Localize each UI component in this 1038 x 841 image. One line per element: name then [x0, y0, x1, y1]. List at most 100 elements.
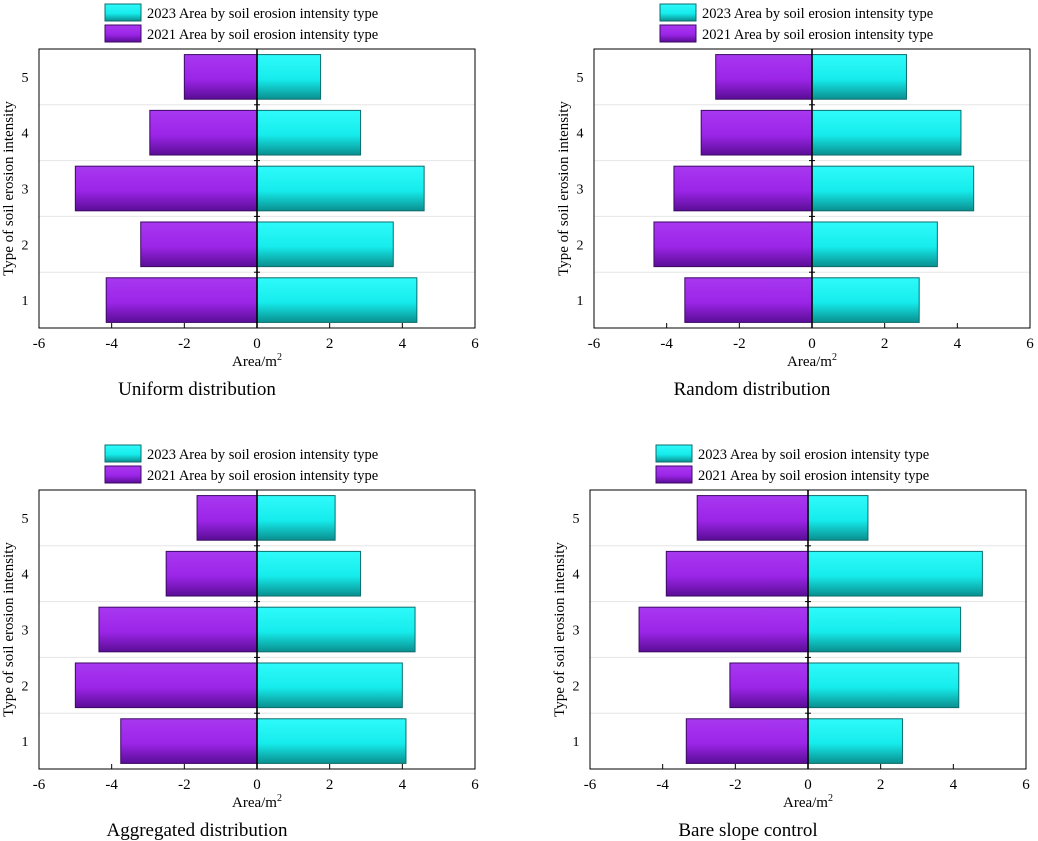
chart-title: Random distribution [674, 379, 831, 400]
bar-2021-cat-5 [696, 495, 809, 541]
x-tick-label: -6 [584, 777, 597, 793]
y-tick-label: 2 [577, 238, 584, 253]
chart-panel-1: 2023 Area by soil erosion intensity type… [1, 3, 479, 400]
bar-2023-cat-5 [807, 495, 869, 541]
x-tick-label: 4 [399, 336, 407, 352]
bar-2023-cat-5 [256, 54, 322, 100]
bar-2021-cat-1 [685, 718, 809, 764]
x-tick-label: -4 [105, 336, 118, 352]
legend-swatch-2021 [104, 465, 142, 484]
x-tick-label: 6 [471, 777, 479, 793]
y-axis-label: Type of soil erosion intensity [1, 101, 17, 276]
x-tick-label: 0 [253, 336, 261, 352]
x-tick-label: -6 [588, 336, 601, 352]
legend-label-2023: 2023 Area by soil erosion intensity type [147, 447, 378, 463]
bar-2023-cat-1 [256, 718, 407, 764]
y-tick-label: 3 [577, 183, 584, 198]
legend-swatch-2023 [104, 444, 142, 463]
legend-swatch-2023 [104, 3, 142, 22]
bar-2023-cat-4 [811, 109, 962, 156]
bar-2023-cat-2 [256, 221, 394, 268]
x-tick-label: 2 [326, 777, 334, 793]
legend-label-2023: 2023 Area by soil erosion intensity type [698, 447, 929, 463]
bar-2023-cat-2 [807, 662, 960, 709]
y-tick-label: 2 [22, 679, 29, 694]
bar-2021-cat-4 [700, 109, 813, 156]
x-tick-label: 2 [881, 336, 889, 352]
x-axis-label: Area/m2 [232, 352, 282, 370]
x-tick-label: -2 [178, 336, 191, 352]
x-tick-label: 4 [954, 336, 962, 352]
x-tick-label: -6 [33, 777, 46, 793]
bar-2021-cat-2 [140, 221, 258, 268]
x-tick-label: -4 [656, 777, 669, 793]
bar-2023-cat-4 [807, 550, 983, 597]
bar-2023-cat-2 [811, 221, 938, 268]
y-tick-label: 2 [573, 679, 580, 694]
x-tick-label: 0 [808, 336, 816, 352]
chart-title: Bare slope control [678, 820, 817, 841]
bar-2023-cat-2 [256, 662, 403, 709]
chart-title: Aggregated distribution [107, 820, 288, 841]
bar-2023-cat-5 [811, 54, 907, 100]
bar-2023-cat-3 [256, 165, 425, 212]
legend-swatch-2021 [655, 465, 693, 484]
x-tick-label: 6 [1022, 777, 1030, 793]
chart-panel-2: 2023 Area by soil erosion intensity type… [556, 3, 1034, 400]
y-tick-label: 3 [573, 624, 580, 639]
x-axis-label: Area/m2 [787, 352, 837, 370]
y-tick-label: 5 [22, 71, 29, 86]
y-tick-label: 4 [22, 127, 29, 142]
x-tick-label: -4 [105, 777, 118, 793]
y-tick-label: 1 [577, 294, 584, 309]
y-tick-label: 5 [573, 512, 580, 527]
bar-2021-cat-5 [196, 495, 258, 541]
bar-2021-cat-3 [638, 606, 809, 653]
y-tick-label: 4 [577, 127, 584, 142]
bar-2023-cat-1 [807, 718, 903, 764]
chart-panel-3: 2023 Area by soil erosion intensity type… [1, 444, 479, 841]
bar-2021-cat-2 [74, 662, 258, 709]
bar-2021-cat-3 [673, 165, 813, 212]
bar-2023-cat-4 [256, 109, 362, 156]
legend-label-2021: 2021 Area by soil erosion intensity type [702, 27, 933, 43]
x-tick-label: 4 [399, 777, 407, 793]
x-tick-label: 2 [326, 336, 334, 352]
bar-2021-cat-5 [183, 54, 258, 100]
y-tick-label: 1 [22, 294, 29, 309]
x-tick-label: 6 [1026, 336, 1034, 352]
x-tick-label: 4 [950, 777, 958, 793]
bar-2023-cat-3 [811, 165, 975, 212]
y-tick-label: 3 [22, 624, 29, 639]
x-tick-label: 2 [877, 777, 885, 793]
y-tick-label: 2 [22, 238, 29, 253]
bar-2023-cat-4 [256, 550, 362, 597]
x-tick-label: -6 [33, 336, 46, 352]
legend-label-2023: 2023 Area by soil erosion intensity type [147, 6, 378, 22]
x-tick-label: -4 [660, 336, 673, 352]
x-tick-label: -2 [178, 777, 191, 793]
legend-swatch-2023 [659, 3, 697, 22]
legend-swatch-2023 [655, 444, 693, 463]
bar-2021-cat-4 [665, 550, 809, 597]
bar-2021-cat-4 [149, 109, 258, 156]
bar-2023-cat-1 [256, 277, 418, 323]
bar-2023-cat-3 [256, 606, 416, 653]
x-axis-label: Area/m2 [232, 793, 282, 811]
x-tick-label: 6 [471, 336, 479, 352]
bar-2021-cat-2 [729, 662, 809, 709]
y-axis-label: Type of soil erosion intensity [552, 542, 568, 717]
y-tick-label: 1 [22, 735, 29, 750]
chart-title: Uniform distribution [118, 379, 276, 400]
y-tick-label: 4 [573, 568, 580, 583]
y-tick-label: 5 [577, 71, 584, 86]
bar-2021-cat-3 [74, 165, 258, 212]
chart-panel-4: 2023 Area by soil erosion intensity type… [552, 444, 1030, 841]
legend-label-2021: 2021 Area by soil erosion intensity type [147, 27, 378, 43]
legend-swatch-2021 [659, 24, 697, 43]
y-tick-label: 3 [22, 183, 29, 198]
x-tick-label: 0 [253, 777, 261, 793]
bar-2021-cat-1 [120, 718, 258, 764]
bar-2023-cat-1 [811, 277, 920, 323]
